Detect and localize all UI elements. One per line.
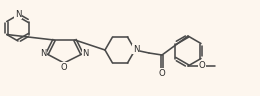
Text: N: N bbox=[133, 45, 139, 53]
Text: N: N bbox=[15, 10, 21, 19]
Text: O: O bbox=[199, 62, 205, 70]
Text: O: O bbox=[159, 69, 165, 77]
Text: N: N bbox=[82, 50, 89, 58]
Text: O: O bbox=[61, 62, 67, 72]
Text: N: N bbox=[40, 50, 47, 58]
